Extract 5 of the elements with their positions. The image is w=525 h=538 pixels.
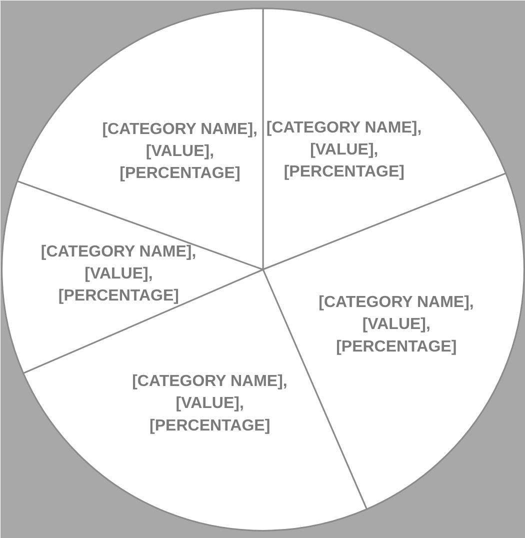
slice-label: [CATEGORY NAME], [VALUE], [PERCENTAGE]: [102, 120, 258, 182]
slice-label: [CATEGORY NAME], [VALUE], [PERCENTAGE]: [266, 119, 422, 181]
slice-label: [CATEGORY NAME], [VALUE], [PERCENTAGE]: [318, 294, 474, 356]
slice-label: [CATEGORY NAME], [VALUE], [PERCENTAGE]: [40, 243, 196, 305]
slice-label: [CATEGORY NAME], [VALUE], [PERCENTAGE]: [132, 373, 288, 434]
